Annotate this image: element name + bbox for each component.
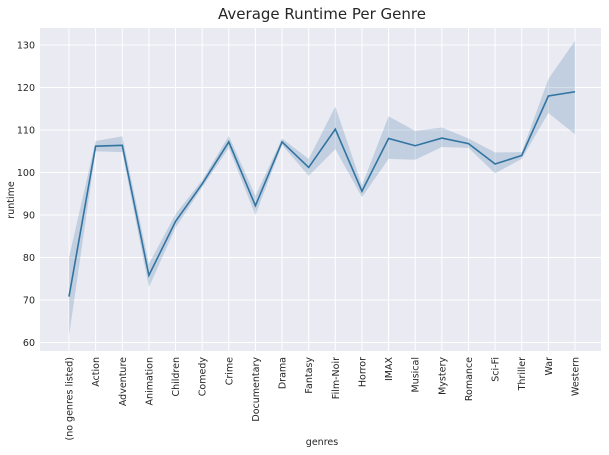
x-tick-label: War (544, 357, 555, 376)
y-tick-label: 60 (23, 338, 35, 349)
y-axis-label: runtime (6, 181, 17, 219)
x-tick-label: Sci-Fi (491, 357, 502, 382)
x-tick-label: Crime (224, 357, 235, 385)
x-tick-label: Adventure (118, 357, 129, 406)
y-tick-label: 110 (17, 126, 35, 137)
plot-area (40, 28, 601, 351)
x-tick-label: Romance (464, 357, 475, 401)
x-tick-label: Action (91, 357, 102, 387)
x-tick-label: Children (171, 357, 182, 397)
x-tick-label: Western (571, 357, 582, 396)
y-tick-label: 80 (23, 253, 35, 264)
mean-line (68, 90, 576, 297)
y-tick-label: 130 (17, 41, 35, 52)
x-tick-label: Thriller (517, 357, 528, 391)
x-tick-label: Animation (144, 357, 155, 405)
x-axis-ticks: (no genres listed) Action Adventure Animati… (65, 357, 582, 441)
x-axis-label: genres (306, 437, 338, 448)
chart-title: Average Runtime Per Genre (218, 5, 426, 23)
x-tick-label: Documentary (251, 357, 262, 422)
x-tick-label: Horror (357, 357, 368, 387)
x-tick-label: Drama (278, 357, 289, 389)
y-tick-label: 120 (17, 83, 35, 94)
x-tick-label: Fantasy (304, 357, 315, 394)
x-tick-label: Film-Noir (331, 357, 342, 399)
y-tick-label: 100 (17, 168, 35, 179)
grid-lines (40, 28, 601, 351)
x-tick-label: Mystery (437, 357, 448, 395)
y-tick-label: 90 (23, 211, 35, 222)
y-tick-label: 70 (23, 296, 35, 307)
x-tick-label: Comedy (198, 357, 209, 397)
x-tick-label: (no genres listed) (65, 357, 76, 441)
x-tick-label: Musical (411, 357, 422, 393)
y-axis-ticks: 60 70 80 90 100 110 120 130 (17, 41, 35, 350)
x-tick-label: IMAX (384, 357, 395, 381)
